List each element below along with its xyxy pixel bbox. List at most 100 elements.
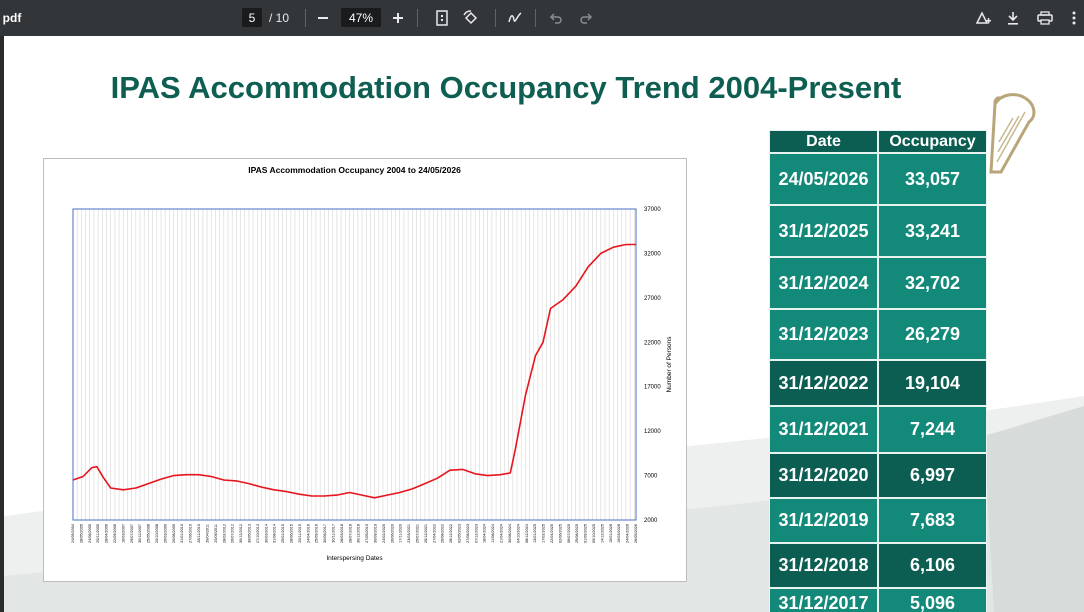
x-tick-label: 22/04/2025 — [550, 524, 554, 543]
fit-page-icon[interactable] — [430, 0, 454, 36]
plot-area — [72, 208, 637, 521]
y-tick-label: 37000 — [644, 207, 661, 213]
download-icon[interactable] — [1001, 0, 1025, 36]
x-tick-label: 25/01/2015 — [281, 524, 285, 543]
row-date: 31/12/2018 — [769, 543, 878, 588]
toolbar-divider — [535, 9, 536, 27]
x-tick-label: 14/12/2025 — [600, 524, 604, 543]
y-tick-label: 12000 — [644, 429, 661, 435]
toolbar-divider — [495, 9, 496, 27]
viewer-gutter — [0, 36, 4, 612]
redo-icon[interactable] — [574, 0, 598, 36]
x-tick-label: 26/03/2009 — [163, 524, 167, 543]
toolbar-divider — [417, 9, 418, 27]
row-date: 31/12/2021 — [769, 406, 878, 453]
x-tick-label: 30/12/2012 — [239, 524, 243, 543]
x-tick-label: 26/05/2026 — [634, 524, 638, 543]
row-occupancy: 5,096 — [878, 588, 987, 612]
annotate-pen-icon[interactable] — [503, 0, 527, 36]
table-row: 24/05/2026 33,057 — [769, 153, 987, 205]
x-tick-label: 01/09/2025 — [584, 524, 588, 543]
row-date: 31/12/2019 — [769, 498, 878, 543]
x-tick-label: 27/04/2022 — [432, 524, 436, 543]
undo-icon[interactable] — [544, 0, 568, 36]
x-tick-label: 31/01/2010 — [180, 524, 184, 543]
x-tick-label: 29/07/2007 — [130, 524, 134, 543]
x-tick-label: 30/12/2018 — [357, 524, 361, 543]
x-tick-label: 23/03/2021 — [407, 524, 411, 543]
x-tick-label: 17/02/2025 — [542, 524, 546, 543]
x-tick-label: 27/10/2013 — [256, 524, 260, 543]
zoom-out-icon[interactable] — [311, 0, 335, 36]
x-tick-label: 28/04/2011 — [205, 524, 209, 543]
x-tick-label: 25/11/2005 — [96, 524, 100, 543]
more-options-icon[interactable] — [1064, 0, 1084, 36]
header-date: Date — [769, 130, 878, 153]
x-tick-label: 11/08/2024 — [491, 524, 495, 543]
table-row: 31/12/2019 7,683 — [769, 498, 987, 543]
x-tick-label: 26/06/2020 — [390, 524, 394, 543]
row-occupancy: 33,241 — [878, 205, 987, 257]
x-tick-label: 24/02/2020 — [382, 524, 386, 543]
row-date: 31/12/2025 — [769, 205, 878, 257]
x-tick-label: 25/09/2011 — [214, 524, 218, 543]
x-tick-label: 04/10/2024 — [516, 524, 520, 543]
chart-title: IPAS Accommodation Occupancy 2004 to 24/… — [248, 165, 461, 175]
table-row: 31/12/2021 7,244 — [769, 406, 987, 453]
x-tick-label: 28/02/2012 — [222, 524, 226, 543]
x-tick-label: 26/12/2021 — [424, 524, 428, 543]
x-tick-label: 28/12/2022 — [449, 524, 453, 543]
x-tick-label: 18/04/2024 — [483, 524, 487, 543]
x-tick-label: 06/07/2025 — [567, 524, 571, 543]
harp-logo — [989, 93, 1036, 174]
x-tick-label: 22/09/2006 — [113, 524, 117, 543]
x-tick-label: 02/06/2025 — [558, 524, 562, 543]
x-tick-label: 28/07/2018 — [348, 524, 352, 543]
add-to-drive-icon[interactable] — [971, 0, 995, 36]
print-icon[interactable] — [1033, 0, 1057, 36]
row-occupancy: 19,104 — [878, 360, 987, 406]
x-tick-label: 25/05/2008 — [147, 524, 151, 543]
row-occupancy: 7,244 — [878, 406, 987, 453]
x-tick-label: 27/05/2019 — [365, 524, 369, 543]
x-tick-label: 28/06/2015 — [289, 524, 293, 543]
x-tick-label: 07/12/2023 — [474, 524, 478, 543]
row-date: 31/12/2017 — [769, 588, 878, 612]
x-tick-label: 02/05/2023 — [458, 524, 462, 543]
x-tick-label: 17/11/2020 — [399, 524, 403, 543]
x-tick-label: 28/03/2018 — [340, 524, 344, 543]
row-occupancy: 7,683 — [878, 498, 987, 543]
row-occupancy: 6,106 — [878, 543, 987, 588]
x-tick-label: 27/08/2023 — [466, 524, 470, 543]
header-occupancy: Occupancy — [878, 130, 987, 153]
row-occupancy: 32,702 — [878, 257, 987, 309]
x-tick-label: 28/04/2006 — [105, 524, 109, 543]
x-tick-label: 27/06/2010 — [189, 524, 193, 543]
x-tick-label: 21/04/2024 — [500, 524, 504, 543]
x-tick-label: 28/11/2010 — [197, 524, 201, 543]
x-tick-label: 25/09/2016 — [315, 524, 319, 543]
table-header: Date Occupancy — [769, 130, 987, 153]
row-occupancy: 33,057 — [878, 153, 987, 205]
table-row: 31/12/2025 33,241 — [769, 205, 987, 257]
rotate-icon[interactable] — [459, 0, 483, 36]
table-row: 31/12/2018 6,106 — [769, 543, 987, 588]
toolbar-divider — [305, 9, 306, 27]
slide-title: IPAS Accommodation Occupancy Trend 2004-… — [110, 70, 902, 105]
zoom-in-icon[interactable] — [386, 0, 410, 36]
x-tick-label: 15/01/2026 — [609, 524, 613, 543]
table-row: 31/12/2017 5,096 — [769, 588, 987, 612]
page-number-input[interactable]: 5 — [242, 8, 262, 27]
y-tick-label: 2000 — [644, 518, 658, 524]
zoom-level-input[interactable]: 47% — [341, 8, 381, 27]
x-tick-label: 30/03/2014 — [264, 524, 268, 543]
x-tick-label: 28/05/2005 — [79, 524, 83, 543]
x-axis-label: Interspersing Dates — [326, 555, 383, 562]
x-tick-label: 31/08/2014 — [273, 524, 277, 543]
occupancy-table: Date Occupancy 24/05/2026 33,057 31/12/202… — [769, 130, 987, 612]
x-tick-label: 24/09/2004 — [71, 524, 75, 543]
row-occupancy: 6,997 — [878, 453, 987, 498]
row-date: 31/12/2024 — [769, 257, 878, 309]
x-tick-label: 30/06/2017 — [323, 524, 327, 543]
x-tick-label: 26/08/2022 — [441, 524, 445, 543]
